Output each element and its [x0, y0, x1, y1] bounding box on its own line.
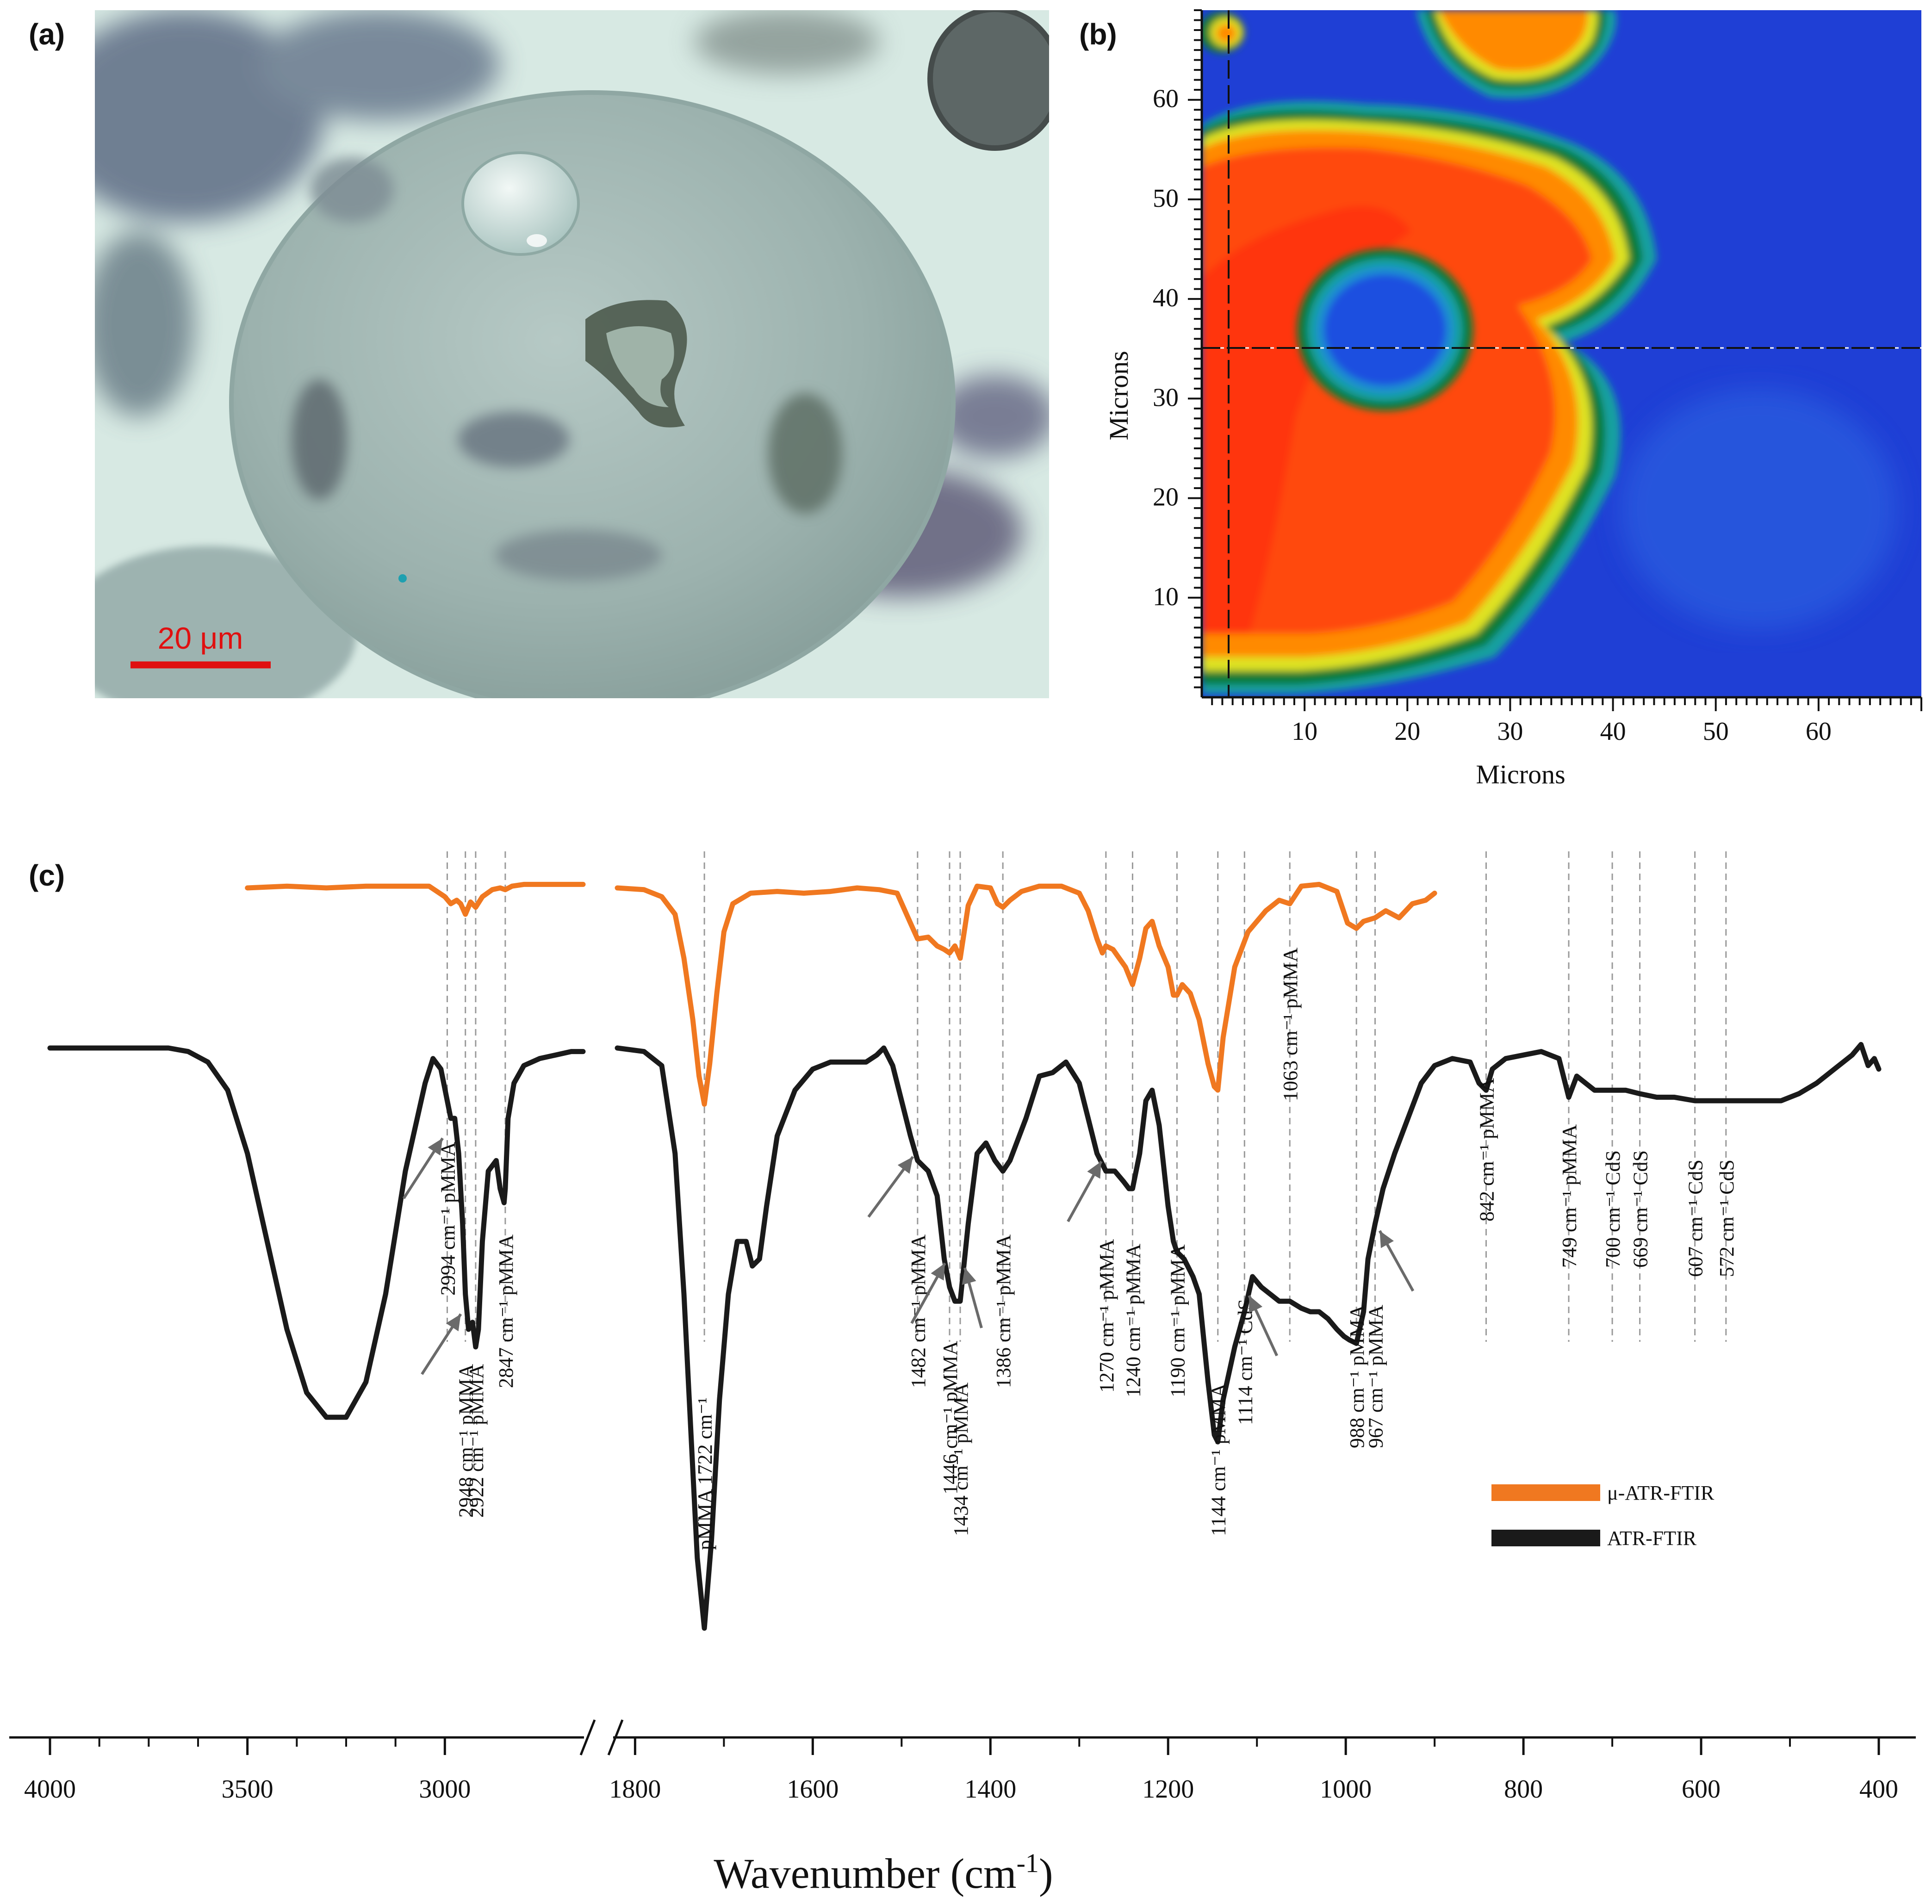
- peak-label: 1434 cm⁻¹ pMMA: [950, 1383, 972, 1536]
- legend-label-micro-atr-ftir: μ-ATR-FTIR: [1607, 1482, 1715, 1504]
- wavenumber-tick-label: 1600: [787, 1775, 839, 1804]
- legend-swatch-atr-ftir: [1491, 1530, 1600, 1546]
- peak-label: 1144 cm⁻¹ pMMA: [1207, 1383, 1230, 1536]
- panel-b-x-tick-label: 10: [1292, 717, 1317, 746]
- wavenumber-tick-label: 800: [1504, 1775, 1543, 1804]
- panel-b-y-tick-label: 50: [1153, 184, 1179, 213]
- panel-b-x-tick-label: 50: [1703, 717, 1729, 746]
- peak-arrow-head: [962, 1268, 976, 1285]
- panel-b-x-tick-label: 30: [1497, 717, 1523, 746]
- wavenumber-axis-title: Wavenumber (cm-1): [714, 1848, 1053, 1897]
- scale-bar-label: 20 μm: [158, 621, 243, 655]
- peak-arrow-head: [446, 1314, 461, 1332]
- panel-b-x-tick-label: 40: [1600, 717, 1626, 746]
- peak-label: 988 cm⁻¹ pMMA: [1346, 1305, 1368, 1448]
- peak-label: 572 cm⁻¹ CdS: [1715, 1160, 1738, 1277]
- micrograph-image: 20 μm: [95, 10, 1049, 698]
- legend-swatch-micro-atr-ftir: [1491, 1484, 1600, 1501]
- atr-ftir-line: [615, 1042, 1882, 1631]
- axis-break-mark: [607, 1719, 624, 1755]
- peak-label: 1446 cm⁻¹ pMMA: [939, 1341, 962, 1495]
- heatmap-image: [1202, 10, 1921, 697]
- panel-b-y-tick-label: 20: [1153, 483, 1179, 512]
- wavenumber-tick-label: 1400: [964, 1775, 1016, 1804]
- panel-b-y-tick-label: 10: [1153, 583, 1179, 611]
- peak-arrow-head: [897, 1157, 913, 1174]
- wavenumber-tick-label: 4000: [24, 1775, 76, 1804]
- wavenumber-tick-label: 1000: [1320, 1775, 1372, 1804]
- panel-b-axes: 10 20 30 40 50 60 10 20 30 40 50 60: [1153, 9, 1922, 746]
- peak-arrow-head: [1087, 1161, 1101, 1179]
- peak-label: 607 cm⁻¹ CdS: [1684, 1160, 1707, 1277]
- axis-break-mark: [579, 1719, 596, 1755]
- panel-b-ylabel: Microns: [1104, 351, 1134, 440]
- panel-a-letter: (a): [29, 18, 65, 51]
- peak-label: 967 cm⁻¹ pMMA: [1365, 1305, 1387, 1448]
- peak-arrow-head: [1379, 1231, 1394, 1248]
- peak-arrow-head: [931, 1263, 945, 1281]
- legend: μ-ATR-FTIR ATR-FTIR: [1491, 1482, 1715, 1550]
- panel-b-xlabel: Microns: [1476, 759, 1565, 789]
- wavenumber-tick-label: 400: [1859, 1775, 1898, 1804]
- wavenumber-tick-label: 3500: [222, 1775, 273, 1804]
- wavenumber-tick-label: 1800: [609, 1775, 661, 1804]
- spectra-series: [47, 881, 1882, 1631]
- wavenumber-axis: 4000 3500 3000 1800 1600 1400 1200 1000 800 600 40…: [9, 1719, 1916, 1804]
- peak-label: 669 cm⁻¹ CdS: [1629, 1150, 1652, 1268]
- peak-label: pMMA 1722 cm⁻¹: [694, 1397, 716, 1550]
- panel-c-letter: (c): [29, 859, 65, 892]
- peak-label: 1063 cm⁻¹ pMMA: [1279, 948, 1302, 1101]
- wavenumber-tick-label: 600: [1682, 1775, 1721, 1804]
- panel-b-chemical-map: (b): [1079, 9, 1922, 789]
- panel-b-y-tick-label: 60: [1153, 85, 1179, 113]
- peak-label: 1386 cm⁻¹ pMMA: [992, 1234, 1015, 1388]
- peak-label: 1114 cm⁻¹ CdS: [1234, 1299, 1256, 1425]
- atr-ftir-line: [47, 1045, 586, 1420]
- wavenumber-tick-label: 3000: [419, 1775, 471, 1804]
- peak-label: 2948 cm⁻¹ pMMA: [455, 1364, 478, 1518]
- wavenumber-tick-label: 1200: [1142, 1775, 1194, 1804]
- peak-label: 2847 cm⁻¹ pMMA: [495, 1234, 517, 1388]
- panel-b-x-tick-label: 60: [1806, 717, 1832, 746]
- micro-atr-ftir-line: [245, 881, 586, 917]
- peak-label: 749 cm⁻¹ pMMA: [1558, 1124, 1581, 1268]
- peak-guides: [446, 851, 1727, 1342]
- peak-label: 2994 cm⁻¹ pMMA: [437, 1142, 460, 1296]
- peak-arrow-head: [1249, 1296, 1263, 1313]
- panel-b-x-tick-label: 20: [1394, 717, 1420, 746]
- peak-arrow-head: [428, 1138, 443, 1156]
- peak-label: 1190 cm⁻¹ pMMA: [1166, 1244, 1189, 1397]
- peak-label: 2922 cm⁻¹ pMMA: [465, 1364, 488, 1518]
- panel-b-letter: (b): [1079, 18, 1117, 51]
- legend-label-atr-ftir: ATR-FTIR: [1607, 1527, 1697, 1550]
- panel-a-micrograph: (a): [29, 10, 1049, 698]
- panel-b-y-tick-label: 30: [1153, 383, 1179, 412]
- panel-b-y-tick-label: 40: [1153, 284, 1179, 312]
- peak-label: 842 cm⁻¹ pMMA: [1476, 1078, 1498, 1222]
- peak-label: 1240 cm⁻¹ pMMA: [1122, 1244, 1144, 1397]
- peak-label: 1270 cm⁻¹ pMMA: [1095, 1239, 1118, 1393]
- micro-atr-ftir-line: [615, 881, 1437, 1107]
- peak-label: 700 cm⁻¹ CdS: [1602, 1150, 1624, 1268]
